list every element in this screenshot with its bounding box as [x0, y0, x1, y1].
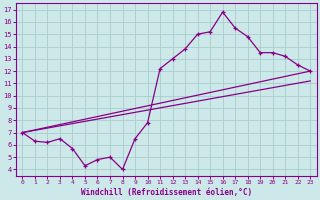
X-axis label: Windchill (Refroidissement éolien,°C): Windchill (Refroidissement éolien,°C): [81, 188, 252, 197]
